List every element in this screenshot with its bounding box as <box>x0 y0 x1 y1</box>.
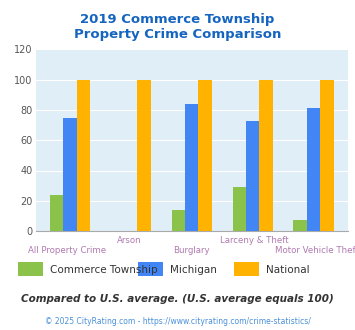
Text: All Property Crime: All Property Crime <box>28 246 106 255</box>
Text: Burglary: Burglary <box>173 246 210 255</box>
Text: 2019 Commerce Township
Property Crime Comparison: 2019 Commerce Township Property Crime Co… <box>74 13 281 41</box>
Bar <box>260 80 273 231</box>
Text: National: National <box>266 265 310 275</box>
Text: Motor Vehicle Theft: Motor Vehicle Theft <box>275 246 355 255</box>
Bar <box>246 120 260 231</box>
Bar <box>233 187 246 231</box>
Bar <box>198 80 212 231</box>
Bar <box>320 80 334 231</box>
Bar <box>77 80 90 231</box>
Text: Compared to U.S. average. (U.S. average equals 100): Compared to U.S. average. (U.S. average … <box>21 294 334 304</box>
Text: Commerce Township: Commerce Township <box>50 265 157 275</box>
Bar <box>50 195 63 231</box>
Bar <box>137 80 151 231</box>
Bar <box>171 210 185 231</box>
Bar <box>294 220 307 231</box>
Bar <box>307 109 320 231</box>
Text: Arson: Arson <box>117 236 142 245</box>
Bar <box>185 104 198 231</box>
Text: Michigan: Michigan <box>170 265 217 275</box>
Text: Larceny & Theft: Larceny & Theft <box>220 236 289 245</box>
Bar <box>63 117 77 231</box>
Text: © 2025 CityRating.com - https://www.cityrating.com/crime-statistics/: © 2025 CityRating.com - https://www.city… <box>45 317 310 326</box>
